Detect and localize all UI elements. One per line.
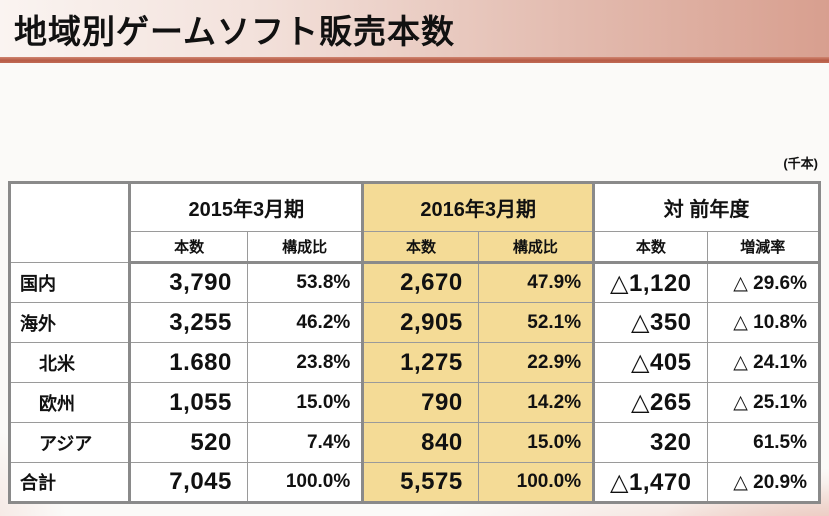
fy2015-units: 520: [128, 422, 248, 463]
subheader-fy2016-share: 構成比: [477, 231, 595, 264]
subheader-fy2015-units: 本数: [128, 231, 248, 264]
yoy-rate: △ 25.1%: [706, 382, 821, 423]
fy2016-share: 52.1%: [477, 302, 595, 343]
subheader-row: 本数 構成比 本数 構成比 本数 増減率: [10, 231, 821, 264]
yoy-rate: △ 24.1%: [706, 342, 821, 383]
yoy-rate: △ 29.6%: [706, 262, 821, 303]
yoy-rate: 61.5%: [706, 422, 821, 463]
col-group-fy2016: 2016年3月期: [361, 182, 595, 232]
fy2016-units: 840: [361, 422, 479, 463]
yoy-units: △350: [592, 302, 708, 343]
col-group-yoy: 対 前年度: [592, 182, 820, 232]
region-label: 合計: [8, 462, 131, 503]
region-label: 欧州: [8, 382, 131, 423]
subheader-yoy-units: 本数: [592, 231, 708, 264]
fy2016-share: 47.9%: [477, 262, 595, 303]
fy2016-share: 15.0%: [477, 422, 595, 463]
fy2015-units: 3,790: [128, 262, 248, 303]
fy2016-units: 5,575: [361, 462, 479, 503]
fy2015-share: 15.0%: [246, 382, 364, 423]
table-row-europe: 欧州 1,055 15.0% 790 14.2% △265 △ 25.1%: [8, 382, 821, 423]
fy2015-units: 1,055: [128, 382, 248, 423]
fy2016-units: 2,905: [361, 302, 479, 343]
yoy-rate: △ 10.8%: [706, 302, 821, 343]
fy2015-share: 23.8%: [246, 342, 364, 383]
fy2015-share: 100.0%: [246, 462, 364, 503]
yoy-units: △265: [592, 382, 708, 423]
yoy-units: △1,470: [592, 462, 708, 503]
regional-sales-table: 2015年3月期 2016年3月期 対 前年度 本数 構成比 本数 構成比 本数…: [8, 181, 821, 504]
table-row-overseas: 海外 3,255 46.2% 2,905 52.1% △350 △ 10.8%: [8, 302, 821, 343]
region-label: アジア: [8, 422, 131, 463]
unit-label: (千本): [783, 156, 818, 171]
table-row-total: 合計 7,045 100.0% 5,575 100.0% △1,470 △ 20…: [8, 462, 821, 503]
yoy-units: △405: [592, 342, 708, 383]
subheader-yoy-rate: 増減率: [706, 231, 821, 264]
fy2016-share: 100.0%: [477, 462, 595, 503]
table-row-domestic: 国内 3,790 53.8% 2,670 47.9% △1,120 △ 29.6…: [8, 262, 821, 303]
col-group-fy2015: 2015年3月期: [128, 182, 364, 232]
fy2015-share: 53.8%: [246, 262, 364, 303]
yoy-units: △1,120: [592, 262, 708, 303]
subheader-fy2015-share: 構成比: [246, 231, 364, 264]
fy2016-share: 14.2%: [477, 382, 595, 423]
fy2016-units: 1,275: [361, 342, 479, 383]
title-underline: [0, 57, 829, 63]
fy2015-units: 1.680: [128, 342, 248, 383]
region-label: 海外: [8, 302, 131, 343]
fy2015-share: 46.2%: [246, 302, 364, 343]
fy2016-share: 22.9%: [477, 342, 595, 383]
region-label: 国内: [8, 262, 131, 303]
fy2015-share: 7.4%: [246, 422, 364, 463]
period-header-row: 2015年3月期 2016年3月期 対 前年度: [8, 182, 820, 263]
fy2015-units: 7,045: [128, 462, 248, 503]
fy2016-units: 2,670: [361, 262, 479, 303]
table-row-north-america: 北米 1.680 23.8% 1,275 22.9% △405 △ 24.1%: [8, 342, 821, 383]
page-title: 地域別ゲームソフト販売本数: [14, 12, 456, 50]
region-label: 北米: [8, 342, 131, 383]
yoy-rate: △ 20.9%: [706, 462, 821, 503]
fy2016-units: 790: [361, 382, 479, 423]
fy2015-units: 3,255: [128, 302, 248, 343]
yoy-units: 320: [592, 422, 708, 463]
subheader-fy2016-units: 本数: [361, 231, 479, 264]
title-bar: 地域別ゲームソフト販売本数: [0, 0, 829, 57]
table-row-asia: アジア 520 7.4% 840 15.0% 320 61.5%: [8, 422, 821, 463]
corner-cell: [8, 182, 131, 263]
